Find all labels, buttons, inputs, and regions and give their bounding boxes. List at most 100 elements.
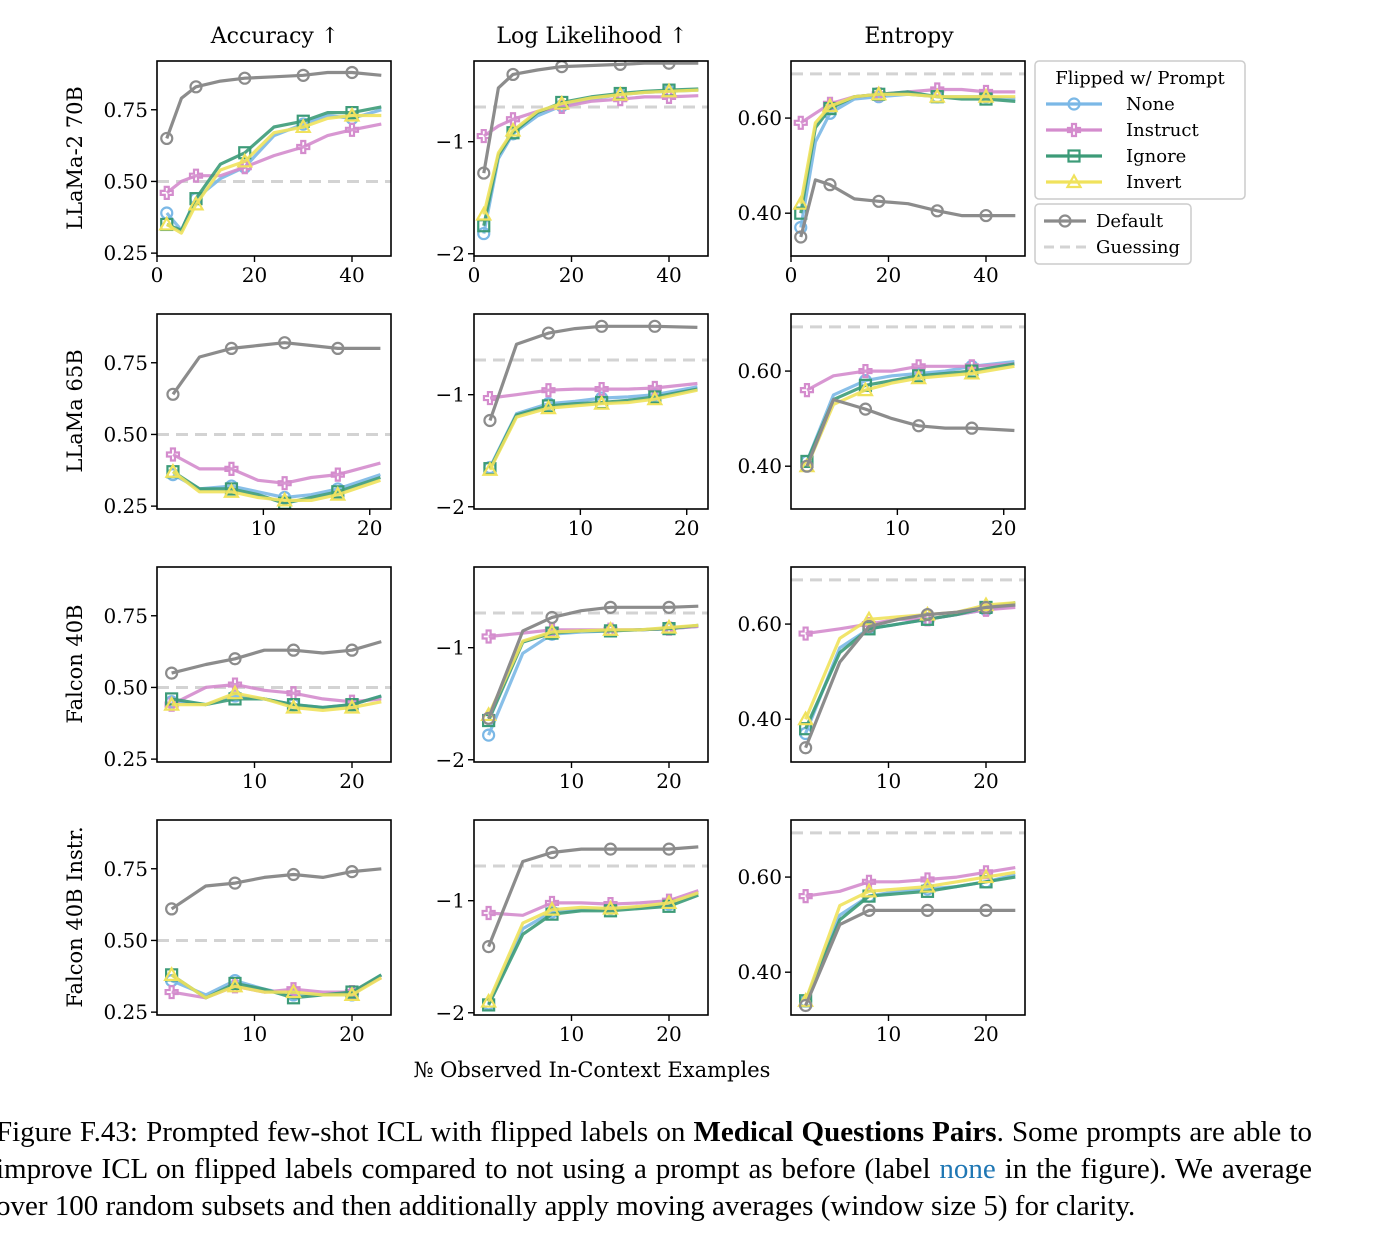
series-line-instruct <box>172 453 381 485</box>
y-tick-label: 0.25 <box>103 241 148 265</box>
point-default <box>800 459 814 473</box>
point-instruct <box>541 383 556 398</box>
panel-falcon-40b-instr-entropy: 10 20 0.40 0.60 <box>737 819 1026 1046</box>
y-tick-label: 0.75 <box>103 351 148 375</box>
series-line-default <box>488 324 698 422</box>
panel-frame <box>790 60 1026 257</box>
point-default <box>799 741 813 755</box>
point-default <box>862 903 876 917</box>
caption-link-none[interactable]: none <box>939 1153 996 1185</box>
point-default <box>506 67 520 82</box>
panel-frame <box>790 313 1026 510</box>
point-invert <box>163 966 181 981</box>
x-tick-label: 20 <box>973 769 998 793</box>
point-default <box>345 643 359 657</box>
y-tick-label: 0.75 <box>103 857 148 881</box>
x-tick-label: 20 <box>674 516 699 540</box>
series-group <box>475 61 699 241</box>
point-default <box>345 65 359 80</box>
x-axis-label: № Observed In-Context Examples <box>414 1058 771 1082</box>
point-invert <box>343 698 361 714</box>
series-group <box>164 336 381 509</box>
point-default <box>979 208 993 223</box>
point-default <box>662 600 676 614</box>
panel-llama-65b-entropy: 10 20 0.40 0.60 <box>737 313 1026 540</box>
point-default <box>613 61 627 71</box>
point-default <box>603 600 618 614</box>
point-invert <box>285 698 302 714</box>
point-invert <box>919 877 936 893</box>
legend-item-default: Default <box>1044 211 1164 232</box>
figure-grid: 0 20 400.250.500.750 20 40−2−10 20 400.400.601… <box>63 24 1246 1082</box>
point-default <box>286 867 301 882</box>
point-default <box>930 204 944 218</box>
panel-llama-2-70b-log-likelihood: 0 20 40 −2 −1 <box>436 60 709 287</box>
x-tick-label: 20 <box>876 263 901 287</box>
series-line-invert <box>482 88 699 215</box>
series-group <box>797 865 1016 1013</box>
y-tick-label: 0.25 <box>103 747 148 771</box>
caption-dataset: Medical Questions Pairs <box>693 1116 997 1148</box>
panel-falcon-40b-accuracy: 10 20 0.25 0.50 0.75 <box>103 566 392 793</box>
legend-marker <box>1058 214 1072 228</box>
series-group <box>480 600 699 742</box>
y-tick-label: 0.50 <box>103 169 148 193</box>
series-line-default <box>799 178 1016 238</box>
point-invert <box>928 87 946 103</box>
series-group <box>158 65 382 235</box>
series-line-ignore <box>166 105 382 232</box>
point-default <box>228 876 242 890</box>
y-tick-label: 0.75 <box>103 98 148 122</box>
series-line-none <box>172 473 381 500</box>
series-line-none <box>488 385 698 469</box>
x-tick-label: 20 <box>656 1022 681 1046</box>
series-line-instruct <box>805 866 1016 898</box>
legend-label: Default <box>1096 211 1164 232</box>
point-default <box>965 421 979 435</box>
point-default <box>541 326 556 340</box>
y-tick-label: 0.40 <box>737 454 782 478</box>
point-default <box>165 666 179 680</box>
series-line-none <box>487 624 699 736</box>
point-default <box>823 178 837 192</box>
series-group <box>798 359 1015 473</box>
point-default <box>345 865 359 879</box>
panel-frame <box>156 566 392 763</box>
point-invert <box>646 390 664 406</box>
y-tick-label: 0.40 <box>737 960 782 984</box>
point-instruct <box>798 888 813 904</box>
row-labels: LLaMa-2 70B LLaMa 65B Falcon 40B Falcon … <box>63 86 87 1007</box>
y-tick-label: 0.60 <box>737 359 782 383</box>
y-tick-label: −1 <box>436 889 465 913</box>
point-default <box>160 131 174 146</box>
point-default <box>979 600 993 615</box>
series-line-default <box>804 603 1016 749</box>
legend-baselines: Default Guessing <box>1034 203 1192 265</box>
point-default <box>477 166 491 180</box>
series-line-default <box>171 341 381 396</box>
panel-falcon-40b-instr-accuracy: 10 20 0.25 0.50 0.75 <box>103 819 392 1046</box>
point-invert <box>226 977 244 993</box>
series-line-instruct <box>489 381 698 400</box>
point-default <box>912 419 926 433</box>
column-title-entropy: Entropy <box>864 24 954 49</box>
point-default <box>799 998 813 1013</box>
x-tick-label: 0 <box>151 263 164 287</box>
series-line-default <box>805 398 1015 467</box>
point-invert <box>977 868 995 884</box>
point-instruct <box>481 629 496 644</box>
point-invert <box>977 87 995 103</box>
point-default <box>920 607 935 622</box>
point-invert <box>540 399 557 415</box>
point-ignore <box>800 454 814 469</box>
legend-marker <box>1067 97 1081 111</box>
point-default <box>858 402 873 416</box>
point-default <box>166 387 180 401</box>
point-instruct <box>482 390 498 406</box>
panel-frame <box>790 566 1026 763</box>
series-line-default <box>482 61 699 174</box>
point-invert <box>187 195 205 211</box>
y-tick-label: 0.60 <box>737 865 782 889</box>
legend-label: Ignore <box>1126 146 1186 167</box>
point-instruct <box>647 380 662 396</box>
